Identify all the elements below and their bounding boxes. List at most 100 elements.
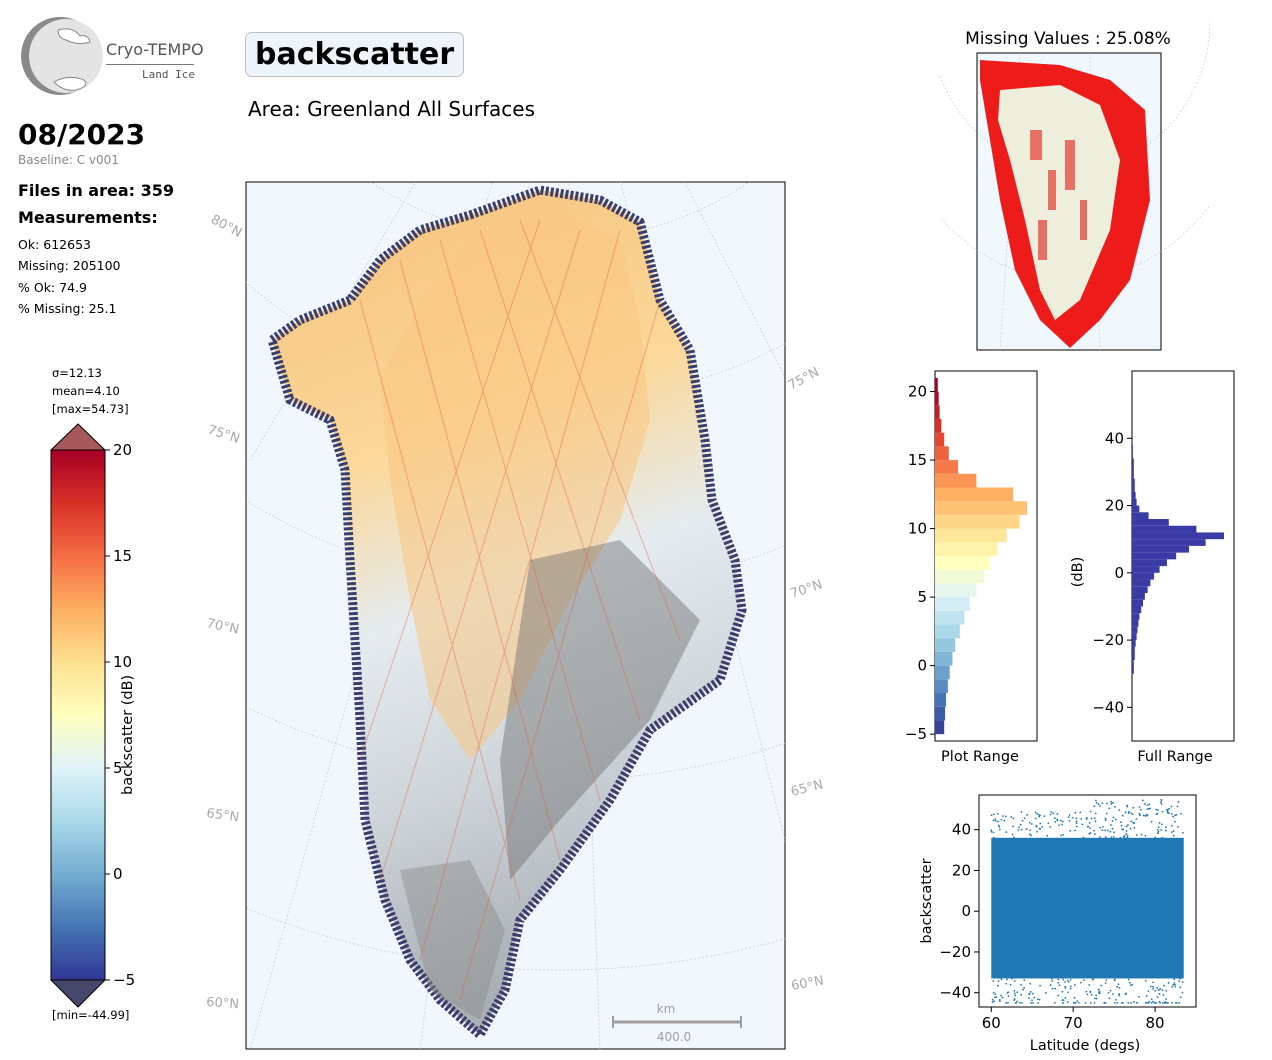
scatter-point bbox=[1126, 834, 1129, 837]
scatter-point bbox=[1053, 817, 1056, 820]
scatter-point bbox=[1020, 993, 1022, 996]
scatter-point bbox=[1157, 809, 1159, 811]
scatter-point bbox=[1108, 807, 1111, 810]
colorbar-min-extend-arrow bbox=[49, 979, 107, 1008]
scatter-point bbox=[1111, 827, 1114, 830]
scatter-point bbox=[1133, 826, 1136, 829]
scatter-point bbox=[1133, 1001, 1135, 1003]
colorbar-tick-label: 20 bbox=[113, 441, 132, 459]
scatter-point bbox=[1120, 821, 1122, 824]
greenland-south-tip-region bbox=[400, 860, 505, 1020]
scatter-point bbox=[1116, 1002, 1119, 1004]
scatter-point bbox=[1172, 815, 1175, 818]
scatter-point bbox=[1112, 836, 1115, 838]
colorbar-gradient bbox=[50, 449, 106, 981]
scatter-point bbox=[1095, 997, 1098, 1000]
colorbar-mean: mean=4.10 bbox=[52, 384, 120, 398]
scatter-point bbox=[1030, 823, 1033, 825]
scatter-point bbox=[1058, 984, 1061, 987]
scatter-point bbox=[1176, 805, 1179, 808]
scatter-point bbox=[1161, 810, 1164, 813]
map-scalebar: km 400.0 bbox=[612, 1002, 742, 1044]
scatter-point bbox=[994, 819, 997, 822]
scatter-point bbox=[1074, 1002, 1077, 1004]
histogram-bar bbox=[1132, 660, 1134, 667]
scatter-point bbox=[1118, 809, 1121, 811]
scatter-point bbox=[1072, 1002, 1075, 1004]
scatter-point bbox=[1125, 825, 1128, 828]
scatter-point bbox=[1125, 830, 1128, 832]
scatter-point bbox=[1003, 819, 1006, 822]
histogram-bar bbox=[1132, 498, 1137, 506]
histogram-bar bbox=[1132, 667, 1134, 674]
scatter-point bbox=[1101, 825, 1104, 828]
parameter-title: backscatter bbox=[245, 32, 465, 77]
scatter-point bbox=[1106, 802, 1108, 805]
histogram-bar bbox=[935, 556, 991, 570]
histogram-tick-label: −20 bbox=[1092, 631, 1124, 649]
histogram-bar bbox=[935, 638, 956, 652]
scatter-point bbox=[1093, 829, 1096, 832]
scatter-point bbox=[1095, 799, 1097, 802]
files-in-area: Files in area: 359 bbox=[18, 181, 174, 200]
scatter-point bbox=[1117, 983, 1120, 986]
scatter-point bbox=[998, 825, 1001, 828]
missing-values-map: Missing Values : 25.08% bbox=[940, 20, 1210, 351]
histogram-bar bbox=[1132, 512, 1149, 519]
scatter-point bbox=[1036, 812, 1039, 815]
scatter-point bbox=[992, 831, 995, 834]
scatter-point bbox=[1149, 807, 1151, 810]
scatter-point bbox=[1156, 828, 1159, 831]
scatter-point bbox=[1057, 978, 1060, 981]
scatter-point bbox=[1161, 836, 1164, 839]
scatter-point bbox=[1127, 823, 1129, 826]
scatter-point bbox=[1075, 822, 1078, 825]
scatter-point bbox=[1158, 1000, 1161, 1003]
scatter-point bbox=[997, 980, 1000, 983]
histogram-bar bbox=[935, 665, 950, 680]
scatter-point bbox=[1168, 807, 1171, 810]
lat-label-left-65: 65°N bbox=[205, 806, 240, 825]
scatter-point bbox=[1061, 999, 1064, 1002]
scatter-point bbox=[1089, 990, 1092, 993]
scatter-point bbox=[1061, 823, 1064, 826]
greenland-satellite-tracks bbox=[359, 219, 681, 1001]
histogram-tick-label: 5 bbox=[917, 588, 927, 606]
scatter-point bbox=[1138, 806, 1141, 808]
histogram-bar bbox=[1132, 606, 1142, 614]
scatter-point bbox=[1152, 985, 1154, 988]
scatter-point bbox=[1114, 805, 1116, 808]
scatter-point bbox=[1170, 805, 1173, 808]
scatter-point bbox=[1026, 813, 1028, 816]
scatter-point bbox=[1099, 992, 1101, 995]
full-range-ylabel: (dB) bbox=[1070, 557, 1086, 587]
scatter-point bbox=[1130, 820, 1133, 823]
scatter-point bbox=[1130, 812, 1133, 815]
scatter-ytick-label: 20 bbox=[952, 861, 971, 879]
scatter-point bbox=[1178, 980, 1180, 983]
scatter-point bbox=[1125, 833, 1128, 835]
scatter-point bbox=[1013, 999, 1015, 1001]
scatter-point bbox=[992, 980, 995, 982]
scatter-point bbox=[996, 812, 999, 815]
scatter-point bbox=[1018, 826, 1021, 829]
scatter-point bbox=[997, 984, 999, 987]
scatter-point bbox=[1123, 836, 1126, 839]
scatter-point bbox=[1066, 979, 1069, 982]
histogram-tick-label: −5 bbox=[905, 725, 927, 743]
scatter-dense-core bbox=[991, 837, 1184, 979]
area-label: Area: Greenland All Surfaces bbox=[248, 97, 535, 121]
histogram-bar bbox=[1132, 579, 1151, 587]
scatter-point bbox=[1114, 818, 1117, 821]
scatter-point bbox=[1157, 826, 1160, 829]
scatter-point bbox=[1056, 819, 1059, 822]
scatter-point bbox=[1109, 824, 1112, 826]
scatter-point bbox=[1142, 814, 1145, 817]
histogram-bar bbox=[1132, 619, 1139, 627]
scatter-point bbox=[1155, 808, 1158, 811]
scatter-point bbox=[1179, 977, 1181, 980]
scatter-point bbox=[1157, 832, 1160, 835]
greenland-low-backscatter-region bbox=[500, 540, 700, 880]
scatter-point bbox=[1104, 836, 1107, 839]
scatter-point bbox=[1058, 824, 1061, 827]
